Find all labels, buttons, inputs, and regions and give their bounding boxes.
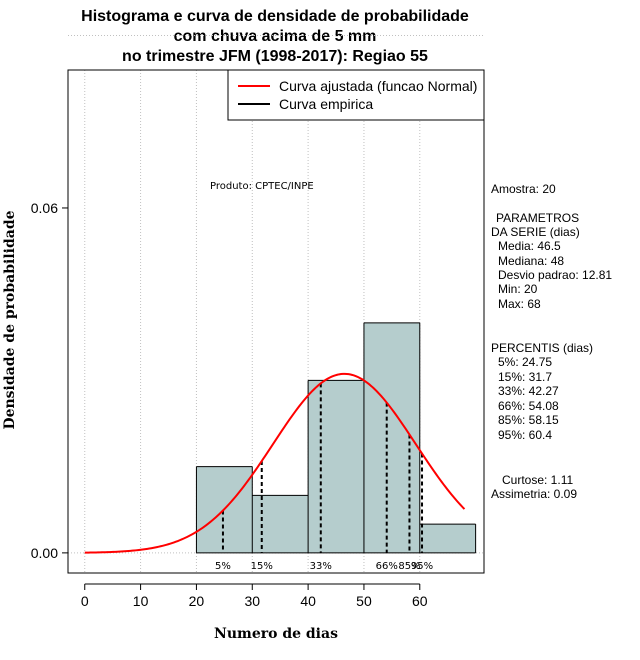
percentile-label-0: 5% xyxy=(215,561,231,572)
axes: 0 10 20 30 40 50 60 0.00 0.06 xyxy=(31,200,428,609)
histogram-bar-4 xyxy=(419,524,476,553)
x-tick-label-0: 0 xyxy=(81,593,89,609)
chart-title-line-3: no trimestre JFM (1998-2017): Regiao 55 xyxy=(122,48,428,65)
histogram-bar-3 xyxy=(363,322,420,553)
stat-params-subtitle: DA SERIE (dias) xyxy=(491,225,580,239)
x-tick-label-3: 30 xyxy=(244,593,260,609)
stat-max: Max: 68 xyxy=(498,297,541,311)
histogram-bar-2 xyxy=(308,380,364,553)
chart-title-line-1: Histograma e curva de densidade de proba… xyxy=(81,8,469,25)
x-tick-label-4: 40 xyxy=(300,593,316,609)
x-tick-label-1: 10 xyxy=(133,593,149,609)
percentile-label-4: 85% xyxy=(398,561,420,572)
x-tick-label-5: 50 xyxy=(356,593,372,609)
stat-amostra: Amostra: 20 xyxy=(491,182,556,196)
normal-fit-curve xyxy=(84,372,466,554)
histogram-bars xyxy=(195,322,477,554)
stat-curtose: Curtose: 1.11 xyxy=(502,473,573,487)
legend-empirical-label: Curva empirica xyxy=(279,96,373,112)
stat-p5: 5%: 24.75 xyxy=(498,355,552,369)
stat-min: Min: 20 xyxy=(498,282,538,296)
percentile-label-1: 15% xyxy=(251,561,273,572)
percentile-label-3: 66% xyxy=(376,561,398,572)
stats-panel: Amostra: 20 PARAMETROS DA SERIE (dias) M… xyxy=(491,182,612,501)
x-tick-label-6: 60 xyxy=(412,593,428,609)
histogram-bar-1 xyxy=(252,495,309,553)
legend-box xyxy=(227,69,485,121)
y-axis-title: Densidade de probabilidade xyxy=(2,210,18,429)
y-tick-label-0: 0.00 xyxy=(31,545,58,561)
legend-fit-label: Curva ajustada (funcao Normal) xyxy=(279,78,477,94)
legend: Curva ajustada (funcao Normal) Curva emp… xyxy=(227,69,485,121)
percentile-label-5: 95% xyxy=(411,561,433,572)
chart-title-line-2: com chuva acima de 5 mm xyxy=(174,28,377,45)
stat-percentis-title: PERCENTIS (dias) xyxy=(491,341,593,355)
percentile-lines xyxy=(221,383,424,553)
percentile-label-2: 33% xyxy=(310,561,332,572)
stat-media: Media: 46.5 xyxy=(498,239,561,253)
x-tick-label-2: 20 xyxy=(189,593,205,609)
stat-desvio: Desvio padrao: 12.81 xyxy=(498,268,612,282)
stat-p66: 66%: 54.08 xyxy=(498,399,559,413)
stat-p85: 85%: 58.15 xyxy=(498,413,559,427)
percentile-labels: 5% 15% 33% 66% 85%95% xyxy=(215,561,433,572)
normal-curve-group xyxy=(84,372,466,554)
stat-assimetria: Assimetria: 0.09 xyxy=(491,487,577,501)
stat-mediana: Mediana: 48 xyxy=(498,254,564,268)
stat-p95: 95%: 60.4 xyxy=(498,428,552,442)
y-tick-label-1: 0.06 xyxy=(31,200,58,216)
stat-p15: 15%: 31.7 xyxy=(498,370,552,384)
product-annotation: Produto: CPTEC/INPE xyxy=(210,181,314,192)
stat-params-title: PARAMETROS xyxy=(496,211,579,225)
x-axis-title: Numero de dias xyxy=(214,626,338,642)
stat-p33: 33%: 42.27 xyxy=(498,384,559,398)
